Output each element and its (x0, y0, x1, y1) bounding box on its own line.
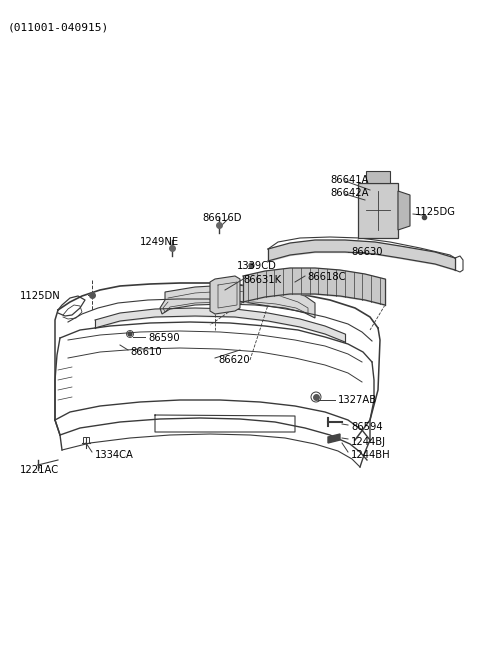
Text: 86620: 86620 (218, 355, 250, 365)
Polygon shape (160, 285, 315, 318)
Text: 1125DG: 1125DG (415, 207, 456, 217)
Polygon shape (210, 276, 240, 314)
Text: (011001-040915): (011001-040915) (8, 22, 109, 32)
Text: 86590: 86590 (148, 333, 180, 343)
Text: 86610: 86610 (130, 347, 162, 357)
Polygon shape (358, 183, 398, 238)
Polygon shape (398, 191, 410, 230)
Text: 1339CD: 1339CD (237, 261, 277, 271)
Polygon shape (366, 171, 390, 183)
Text: 86616D: 86616D (202, 213, 241, 223)
Polygon shape (328, 434, 340, 443)
Text: 86631K: 86631K (243, 275, 281, 285)
Text: 86594: 86594 (351, 422, 383, 432)
Text: 1334CA: 1334CA (95, 450, 134, 460)
Text: 86642A: 86642A (330, 188, 369, 198)
Text: 1244BH: 1244BH (351, 450, 391, 460)
Text: 1244BJ: 1244BJ (351, 437, 386, 447)
Text: 1125DN: 1125DN (20, 291, 61, 301)
Text: 86641A: 86641A (330, 175, 369, 185)
Text: 1249NE: 1249NE (140, 237, 179, 247)
Text: 1221AC: 1221AC (20, 465, 59, 475)
Text: 86618C: 86618C (307, 272, 346, 282)
Text: 1327AB: 1327AB (338, 395, 377, 405)
Text: 86630: 86630 (351, 247, 383, 257)
Circle shape (128, 332, 132, 336)
